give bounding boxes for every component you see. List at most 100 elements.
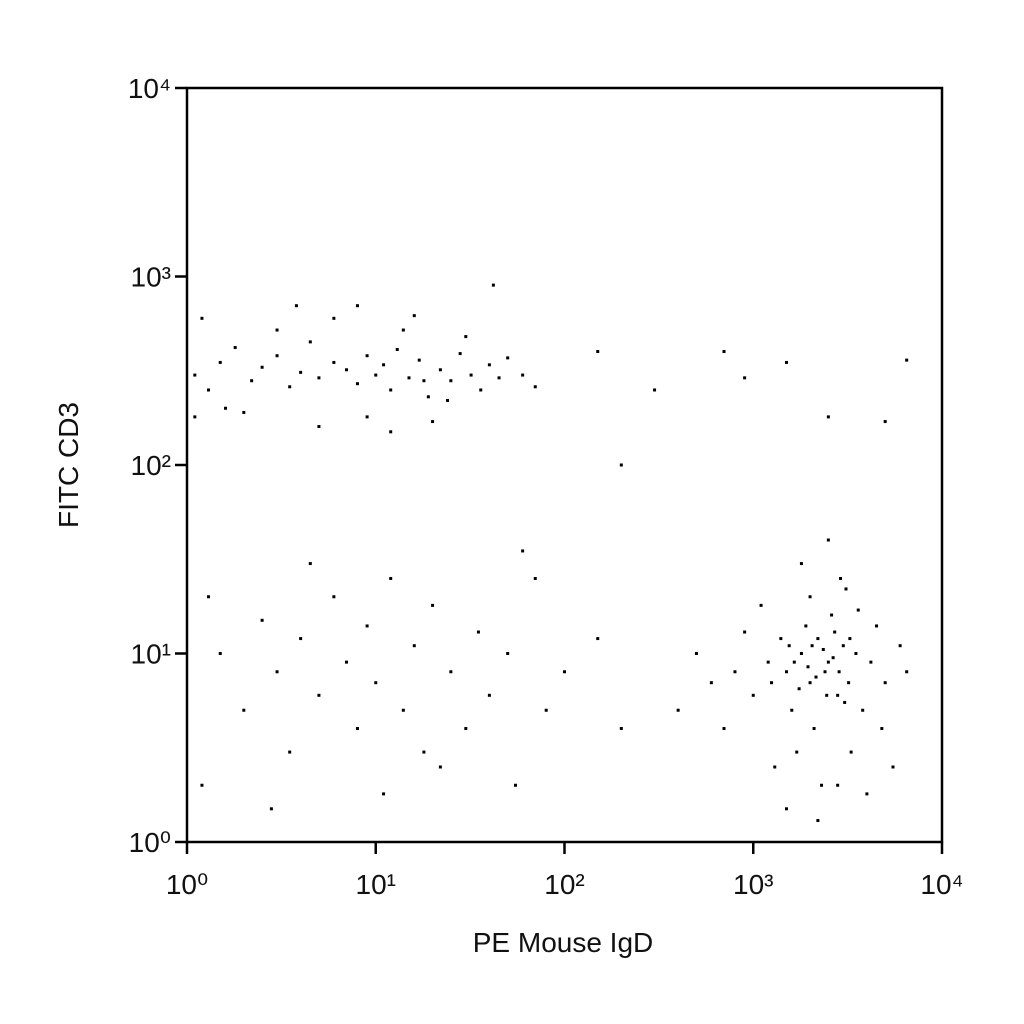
dot: [883, 420, 887, 424]
dot: [275, 328, 279, 332]
dot: [814, 675, 818, 679]
dot: [596, 350, 600, 354]
dot: [412, 644, 416, 648]
y-tick-label: 10³: [131, 262, 171, 293]
dot: [792, 660, 796, 664]
dot: [766, 660, 770, 664]
dot: [808, 595, 812, 599]
dot: [856, 608, 860, 612]
dot: [563, 670, 566, 674]
dot: [476, 630, 480, 634]
dot: [799, 652, 803, 655]
dot: [193, 373, 197, 377]
dot: [382, 792, 386, 796]
dot: [407, 376, 411, 380]
dot: [544, 708, 548, 712]
dot: [299, 637, 303, 641]
dot: [619, 463, 623, 467]
dot: [242, 410, 246, 414]
dot: [412, 314, 416, 318]
x-tick-label: 10⁰: [166, 869, 208, 900]
y-tick-label: 10²: [131, 450, 171, 481]
dot: [533, 385, 537, 389]
dot: [831, 656, 835, 660]
dot: [836, 693, 840, 697]
x-axis-label: PE Mouse IgD: [473, 927, 654, 958]
dot: [224, 406, 228, 410]
x-tick-label: 10⁴: [920, 869, 963, 900]
dot: [843, 700, 847, 704]
dot: [207, 595, 211, 599]
dot: [513, 783, 517, 787]
dot: [422, 379, 426, 383]
dot: [449, 379, 453, 383]
dot: [355, 382, 359, 386]
dot: [596, 637, 600, 641]
dot: [288, 385, 292, 389]
y-axis-label: FITC CD3: [53, 402, 84, 528]
dot: [861, 708, 865, 712]
dot: [875, 624, 879, 628]
dot: [848, 637, 852, 641]
dot: [458, 352, 462, 356]
dot: [694, 652, 698, 655]
dot: [533, 576, 537, 580]
dot: [709, 681, 713, 685]
dot: [759, 603, 763, 607]
dot: [839, 576, 843, 580]
dot: [743, 630, 747, 634]
dot: [784, 807, 788, 811]
dot: [308, 340, 312, 344]
x-tick-label: 10¹: [356, 869, 396, 900]
dot: [438, 368, 442, 372]
dot: [260, 365, 264, 369]
dot: [401, 708, 405, 712]
dot: [250, 379, 254, 383]
dot: [389, 576, 393, 580]
dot: [401, 328, 405, 332]
y-tick-label: 10¹: [131, 639, 171, 670]
dot: [242, 708, 246, 712]
dot: [275, 354, 279, 358]
dot: [784, 670, 788, 674]
dot: [426, 395, 430, 399]
dot: [207, 388, 211, 392]
dot: [847, 681, 851, 685]
dot: [787, 644, 791, 648]
dot: [317, 425, 321, 429]
dot: [506, 356, 510, 360]
dot: [355, 727, 359, 731]
dot: [479, 388, 483, 392]
dot: [345, 368, 349, 372]
dot: [218, 652, 222, 655]
dot: [422, 750, 426, 754]
dot: [797, 687, 801, 691]
dot: [431, 420, 435, 424]
dot: [233, 346, 237, 350]
dot: [826, 415, 830, 419]
dot: [799, 562, 803, 566]
dot: [854, 652, 858, 655]
dot: [317, 376, 321, 380]
dot: [880, 727, 884, 731]
dot: [469, 373, 473, 377]
dot: [891, 765, 895, 769]
dot: [269, 807, 273, 811]
dot: [825, 693, 829, 697]
dot: [332, 316, 336, 320]
dot: [200, 783, 204, 787]
dot: [521, 549, 525, 553]
dot: [898, 644, 902, 648]
dot: [389, 430, 393, 434]
dot: [431, 603, 435, 607]
dot: [317, 693, 321, 697]
dot: [491, 283, 495, 287]
dot: [905, 670, 909, 674]
dot: [200, 316, 204, 320]
dot: [849, 750, 853, 754]
dot: [446, 398, 450, 402]
plot-frame: [185, 86, 944, 844]
dot: [795, 750, 799, 754]
dot: [374, 681, 378, 685]
